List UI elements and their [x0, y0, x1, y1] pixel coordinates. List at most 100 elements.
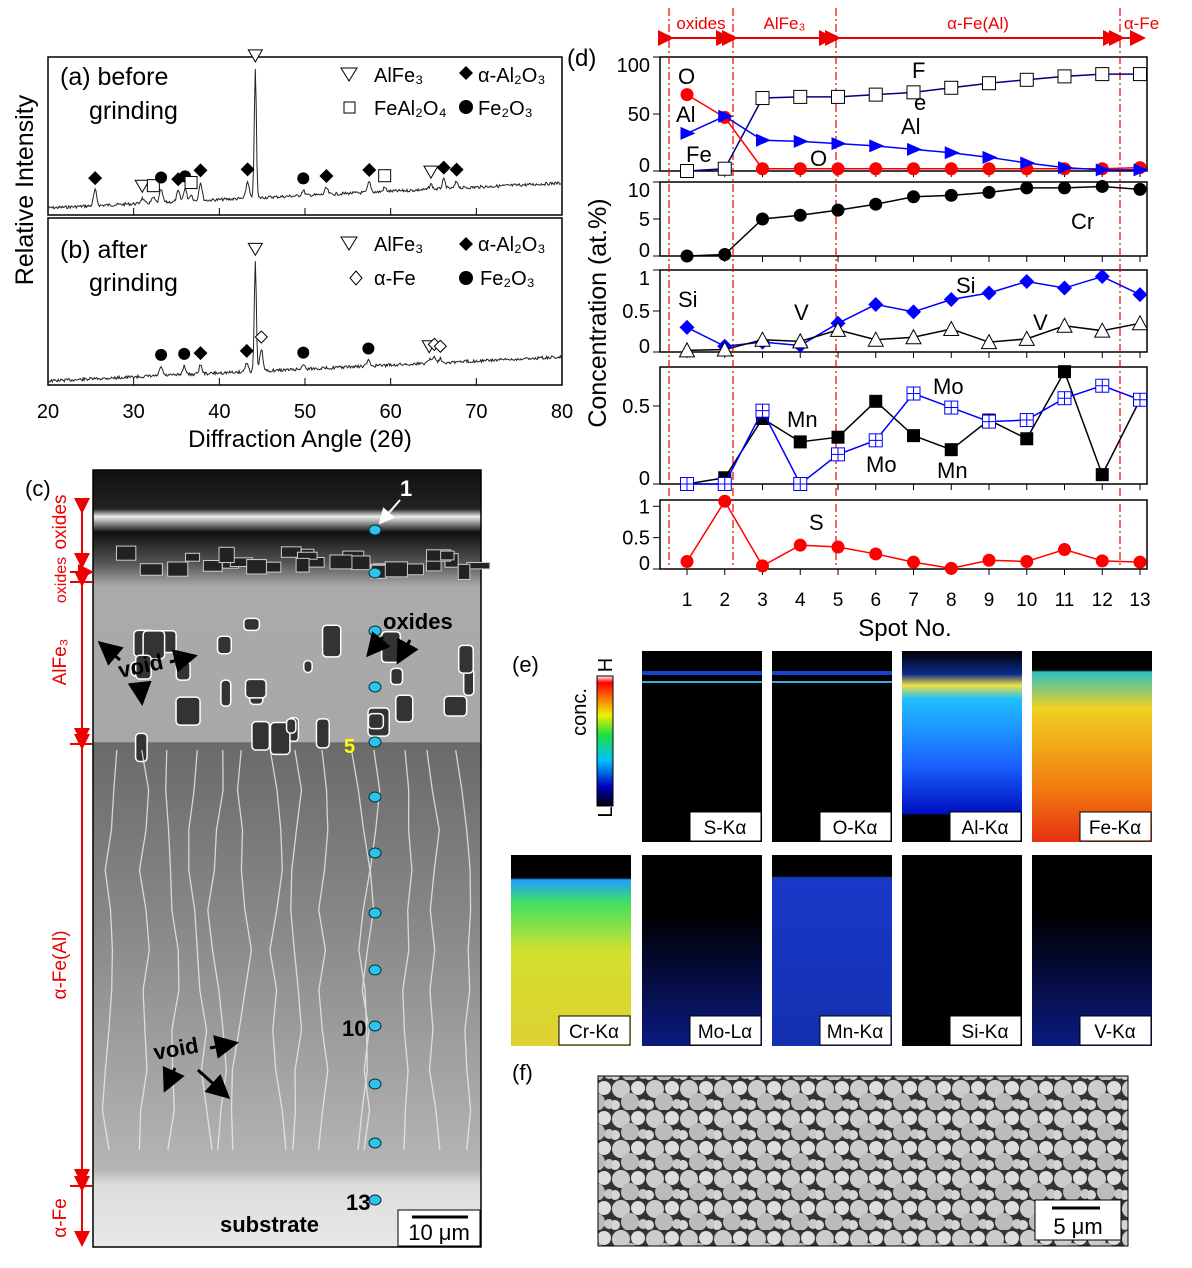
y-tick-label: 10 [628, 180, 650, 202]
data-point-mo [717, 477, 732, 491]
xrd-peak-markers [88, 49, 464, 361]
eds-map-image [511, 855, 631, 1046]
oxide-scale-particle [202, 560, 223, 572]
oxide-inclusion [142, 630, 166, 660]
data-point-o [869, 162, 883, 176]
data-point-cr [1095, 179, 1109, 193]
data-point-o [793, 162, 807, 176]
oxide-inclusion [216, 635, 232, 655]
scale-bar-f: 5 μm [1034, 1199, 1122, 1241]
grain-boundary [317, 749, 329, 1151]
data-point-mo [868, 433, 883, 448]
peak-marker-diamond [193, 346, 208, 361]
data-point-cr [718, 248, 732, 262]
data-point-o [982, 162, 996, 176]
data-point-fe [1057, 69, 1072, 84]
data-point-mo [944, 400, 959, 415]
y-tick-label: 5 [639, 209, 650, 231]
data-point-s [718, 494, 732, 508]
data-point-v [1018, 330, 1036, 346]
oxide-inclusion [285, 717, 297, 734]
peak-marker-open-triangle-down [423, 165, 439, 180]
peak-marker-circle [297, 346, 310, 359]
data-point-al [680, 126, 696, 140]
oxide-inclusion [380, 631, 402, 664]
series-mn [680, 365, 1147, 491]
data-point-mo-cross [982, 415, 996, 429]
data-point-v [829, 321, 847, 337]
eds-map-label: S-Kα [704, 818, 747, 839]
surface-signal [642, 671, 762, 675]
series-al [680, 109, 1149, 177]
series-label: Mo [866, 452, 897, 477]
peak-marker-open-triangle-down [247, 49, 264, 63]
series-label: F [912, 58, 925, 83]
data-point-si [1094, 269, 1110, 285]
conc-xlabel: Spot No. [858, 615, 951, 642]
panel-d-label: (d) [567, 45, 596, 72]
eds-map-image [642, 855, 762, 1046]
eds-map-label: Fe-Kα [1089, 818, 1141, 839]
y-tick-label: 0.5 [622, 396, 650, 418]
eds-map-tile: Cr-Kα [511, 855, 631, 1046]
legend-open-triangle-icon [340, 67, 358, 82]
data-point-s [944, 561, 958, 575]
panel-f-label: (f) [512, 1060, 533, 1085]
data-point-cr [793, 208, 807, 222]
x-tick-label: 5 [833, 590, 844, 611]
data-point-si [906, 304, 921, 320]
eds-map-label-box [689, 1015, 762, 1046]
data-point-si [868, 296, 884, 312]
eds-maps: (e) H L conc. S-Kα O-Kα Al-Kα Fe-Kα Cr-Kα Mo-… [511, 651, 1152, 1046]
eds-map-label: Si-Kα [962, 1022, 1009, 1043]
data-point-s [1058, 543, 1071, 557]
data-point-cr [1058, 181, 1071, 195]
data-point-v [791, 332, 809, 349]
x-tick-label: 70 [465, 401, 487, 423]
eds-map-label-box [949, 811, 1022, 842]
data-point-mo-cross [831, 447, 845, 461]
peak-marker-circle [155, 348, 168, 361]
data-point-mo-cross [756, 404, 769, 418]
data-point-mo-cross [944, 401, 958, 415]
x-tick-label: 12 [1092, 590, 1113, 611]
data-point-s [982, 553, 996, 567]
data-point-fe [1095, 67, 1110, 82]
grain-boundary [426, 749, 441, 1151]
panel-e-label: (e) [512, 652, 539, 677]
x-tick-label: 6 [870, 590, 881, 611]
series-label: Al [901, 114, 921, 139]
series-label: Mo [933, 374, 964, 399]
oxide-inclusion [243, 617, 261, 632]
data-point-o [944, 162, 958, 176]
x-tick-label: 2 [719, 590, 730, 611]
data-point-s [831, 540, 845, 554]
series-mo [680, 378, 1147, 491]
data-point-al [1095, 163, 1111, 177]
annotation-oxides: oxides [383, 609, 453, 634]
zone-label-alpha-fe: α-Fe [50, 1198, 71, 1237]
data-point-fe [680, 164, 694, 178]
data-point-al [756, 133, 771, 147]
grain-boundary [269, 749, 287, 1151]
data-point-al [944, 146, 960, 160]
data-point-si [679, 319, 695, 335]
data-point-fe [944, 80, 959, 95]
y-tick-label: 0.5 [622, 528, 650, 550]
x-tick-label: 50 [294, 401, 316, 423]
data-point-mo-cross [1095, 379, 1109, 393]
y-tick-label: 0 [639, 240, 650, 262]
data-point-cr [944, 188, 958, 202]
series-label: Mn [937, 458, 968, 483]
colorbar-label: conc. [569, 688, 591, 736]
data-point-v [980, 333, 998, 350]
eds-map-image [1032, 651, 1152, 842]
peak-marker-circle [155, 171, 168, 184]
peak-marker-open-square [378, 169, 392, 183]
data-point-v [1093, 322, 1111, 338]
data-point-cr [831, 203, 845, 217]
peak-marker-open-square [184, 176, 198, 190]
cross-section-micrograph: (c) oxides oxides AlFe₃ α-Fe(Al) α-Fe 1 … [25, 469, 491, 1248]
data-point-al [907, 142, 922, 156]
oxide-scale-particle [184, 552, 201, 562]
